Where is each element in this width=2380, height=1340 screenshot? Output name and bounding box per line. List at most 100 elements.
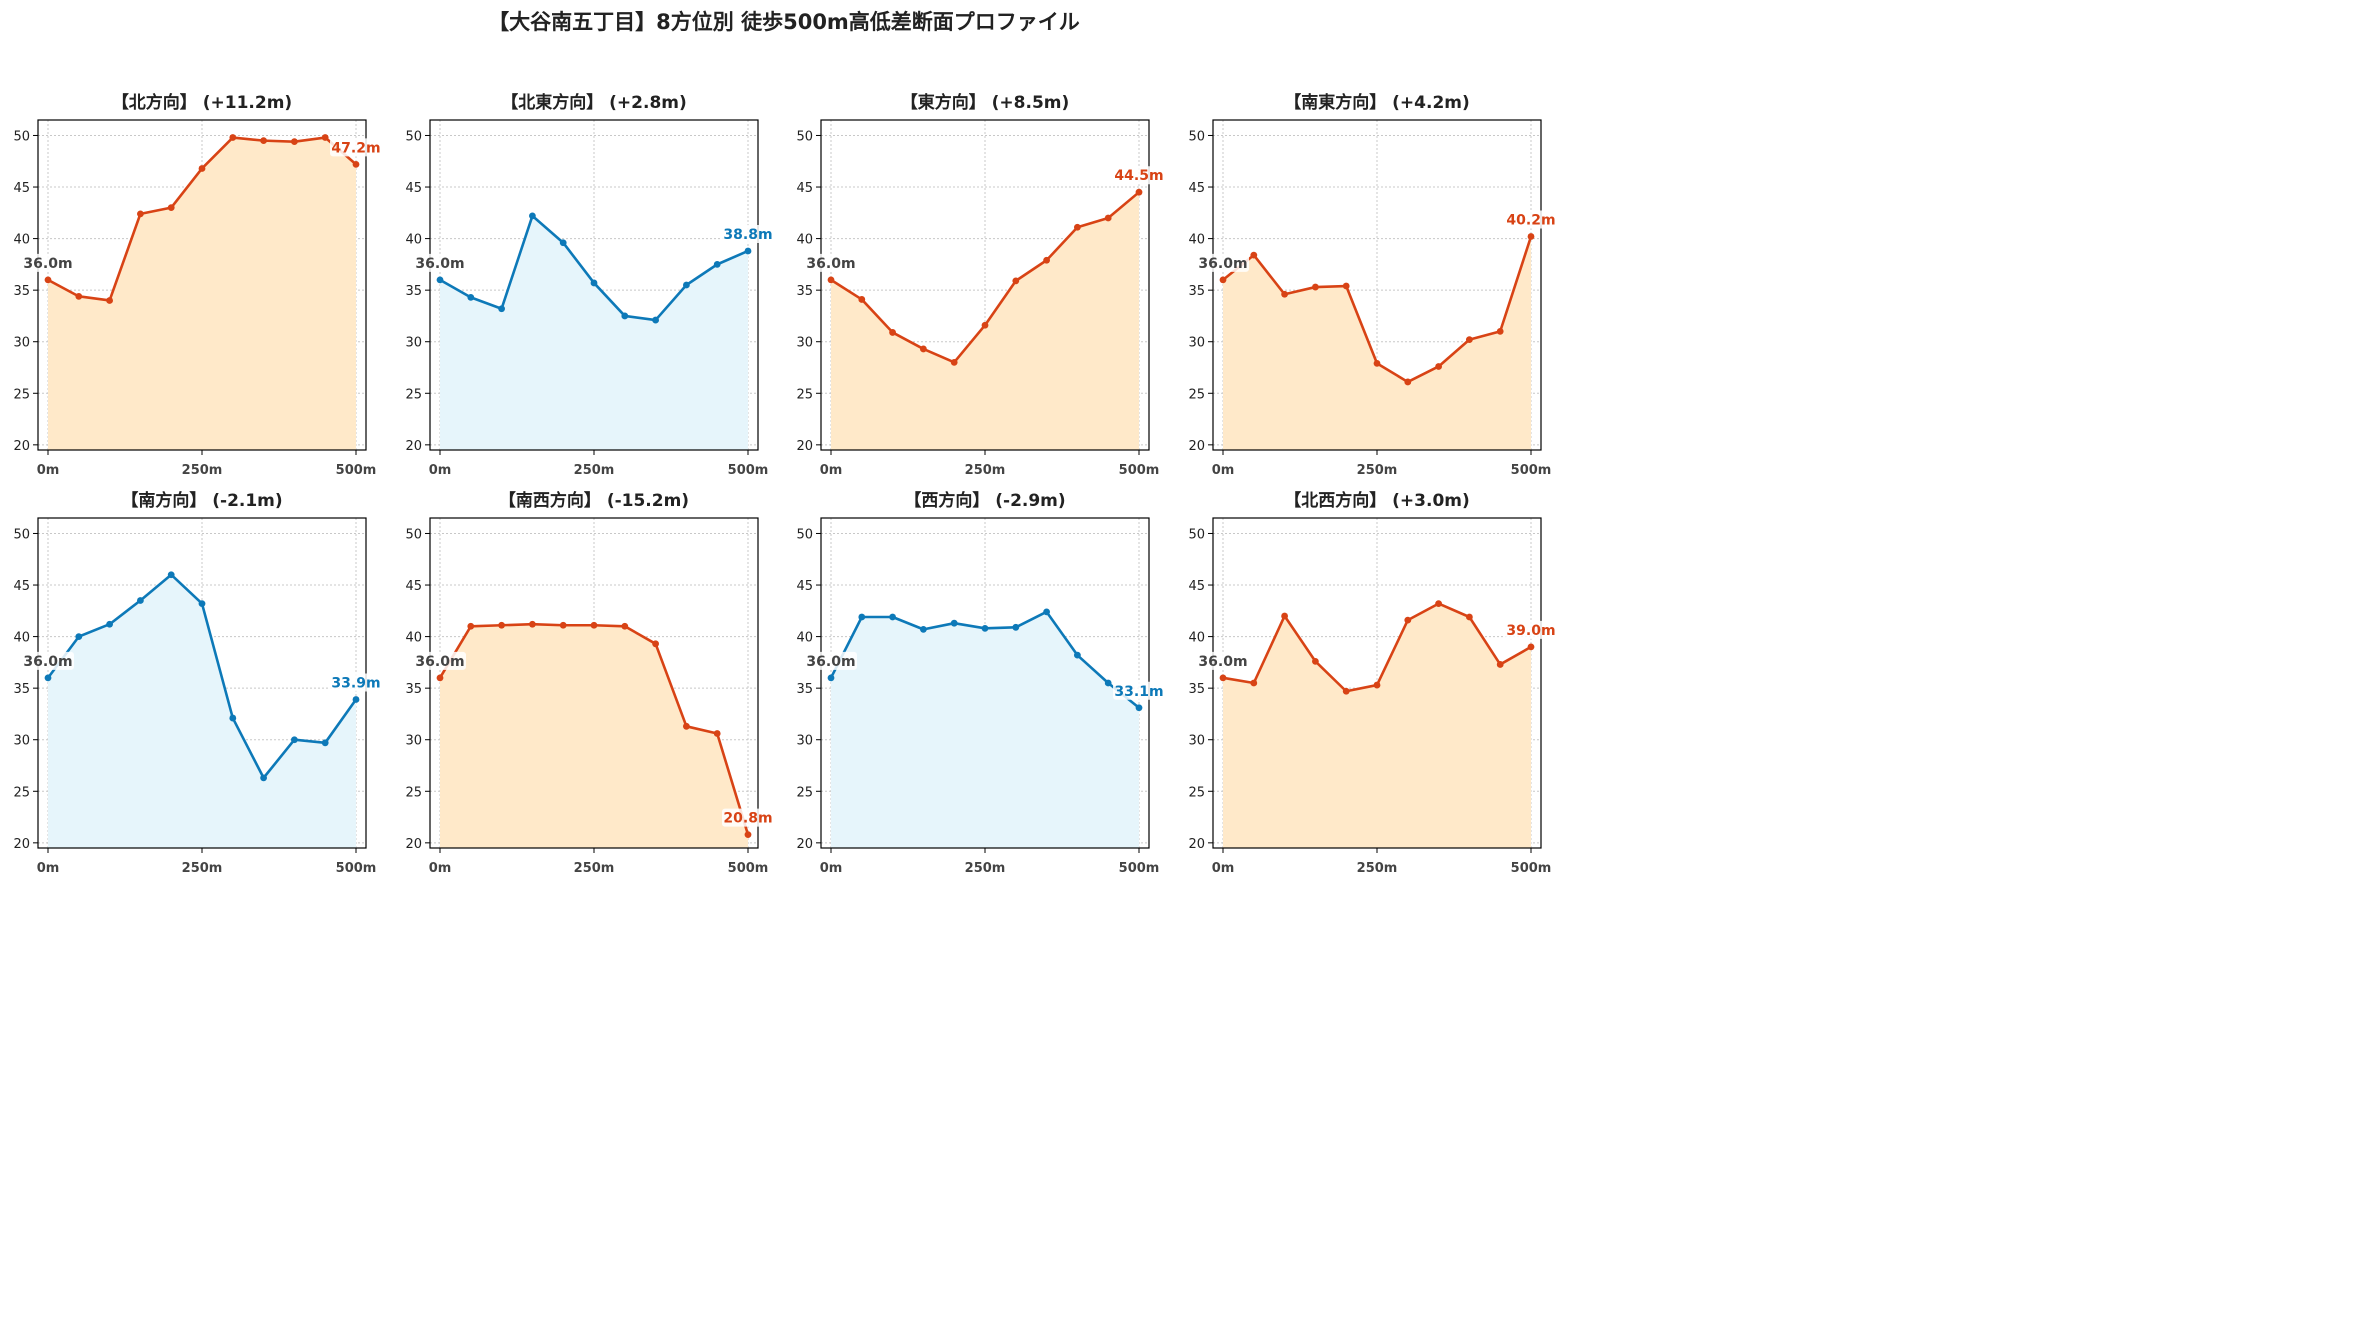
profile-area	[48, 574, 356, 848]
data-point	[1342, 687, 1350, 695]
y-tick-label: 20	[13, 439, 30, 454]
data-point	[1043, 608, 1050, 616]
profile-area	[831, 192, 1139, 450]
data-point	[1135, 188, 1143, 196]
start-label-bg	[24, 651, 74, 670]
data-point	[652, 640, 659, 648]
data-point	[436, 674, 444, 682]
y-tick-label: 45	[13, 579, 30, 594]
x-tick-label: 500m	[1511, 463, 1552, 478]
data-point	[291, 736, 298, 744]
data-point	[981, 624, 989, 632]
data-point	[920, 625, 927, 633]
data-point	[198, 165, 206, 172]
x-tick-label: 250m	[182, 463, 223, 478]
subplot-title: 【東方向】 (+8.5m)	[901, 92, 1070, 113]
profile-area	[1223, 236, 1531, 450]
start-label-bg	[24, 253, 74, 272]
x-tick-label: 500m	[1119, 463, 1160, 478]
x-tick-label: 0m	[1212, 463, 1235, 478]
y-tick-label: 40	[405, 631, 422, 646]
data-point	[1435, 363, 1442, 370]
y-tick-label: 25	[13, 785, 30, 800]
y-tick-label: 50	[796, 527, 813, 542]
data-point	[1404, 378, 1412, 386]
data-point	[858, 613, 866, 621]
y-tick-label: 25	[405, 785, 422, 800]
y-tick-label: 30	[1188, 336, 1205, 351]
y-tick-label: 35	[405, 682, 422, 697]
data-point	[229, 134, 237, 141]
y-tick-label: 45	[796, 181, 813, 196]
data-point	[858, 296, 866, 303]
x-tick-label: 0m	[37, 463, 60, 478]
data-point	[1043, 256, 1050, 264]
start-label: 36.0m	[1198, 256, 1247, 272]
data-point	[75, 292, 83, 300]
data-point	[889, 329, 896, 336]
y-tick-label: 25	[1188, 387, 1205, 402]
end-label: 33.1m	[1114, 684, 1163, 700]
data-point	[529, 620, 536, 628]
data-point	[1373, 681, 1381, 689]
data-point	[137, 210, 144, 218]
y-tick-label: 20	[796, 837, 813, 852]
data-point	[1074, 223, 1081, 231]
y-tick-label: 30	[405, 336, 422, 351]
data-point	[827, 276, 835, 284]
y-tick-label: 20	[796, 439, 813, 454]
data-point	[1219, 674, 1227, 682]
y-tick-label: 20	[405, 837, 422, 852]
data-point	[950, 619, 958, 627]
end-label-bg	[722, 224, 774, 243]
data-point	[1496, 661, 1504, 668]
end-label-bg	[1113, 681, 1165, 700]
data-point	[137, 597, 144, 604]
data-point	[1373, 359, 1381, 367]
page-title: 【大谷南五丁目】8方位別 徒歩500m高低差断面プロファイル	[488, 10, 1080, 34]
start-label: 36.0m	[806, 654, 855, 670]
data-point	[713, 730, 721, 737]
start-label: 36.0m	[806, 256, 855, 272]
x-tick-label: 500m	[336, 861, 377, 876]
data-point	[621, 312, 629, 320]
x-tick-label: 0m	[37, 861, 60, 876]
subplot-title: 【北西方向】 (+3.0m)	[1284, 490, 1470, 511]
data-point	[1012, 623, 1020, 631]
data-point	[744, 247, 752, 255]
data-point	[889, 613, 896, 621]
y-tick-label: 30	[1188, 734, 1205, 749]
x-tick-label: 0m	[1212, 861, 1235, 876]
start-label: 36.0m	[23, 256, 72, 272]
y-tick-label: 35	[796, 682, 813, 697]
data-point	[198, 600, 206, 607]
y-tick-label: 25	[1188, 785, 1205, 800]
end-label: 39.0m	[1506, 623, 1555, 639]
data-point	[950, 358, 958, 366]
y-tick-label: 30	[796, 734, 813, 749]
profile-area	[440, 624, 748, 848]
data-point	[559, 621, 567, 629]
data-point	[1135, 704, 1143, 712]
subplot-title: 【南方向】 (-2.1m)	[121, 490, 282, 511]
data-point	[352, 696, 360, 703]
start-label-bg	[807, 253, 857, 272]
data-point	[1496, 328, 1504, 335]
data-point	[621, 622, 629, 630]
data-point	[467, 293, 475, 301]
y-tick-label: 50	[405, 527, 422, 542]
data-point	[559, 239, 567, 247]
data-point	[321, 739, 329, 747]
subplot-title: 【北東方向】 (+2.8m)	[501, 92, 687, 113]
x-tick-label: 500m	[728, 463, 769, 478]
y-tick-label: 35	[405, 284, 422, 299]
x-tick-label: 250m	[1357, 463, 1398, 478]
y-tick-label: 35	[1188, 682, 1205, 697]
data-point	[106, 297, 113, 304]
start-label: 36.0m	[23, 654, 72, 670]
data-point	[106, 620, 113, 628]
y-tick-label: 35	[13, 284, 30, 299]
end-label: 40.2m	[1506, 213, 1555, 229]
data-point	[529, 212, 536, 220]
profile-area	[440, 215, 748, 450]
